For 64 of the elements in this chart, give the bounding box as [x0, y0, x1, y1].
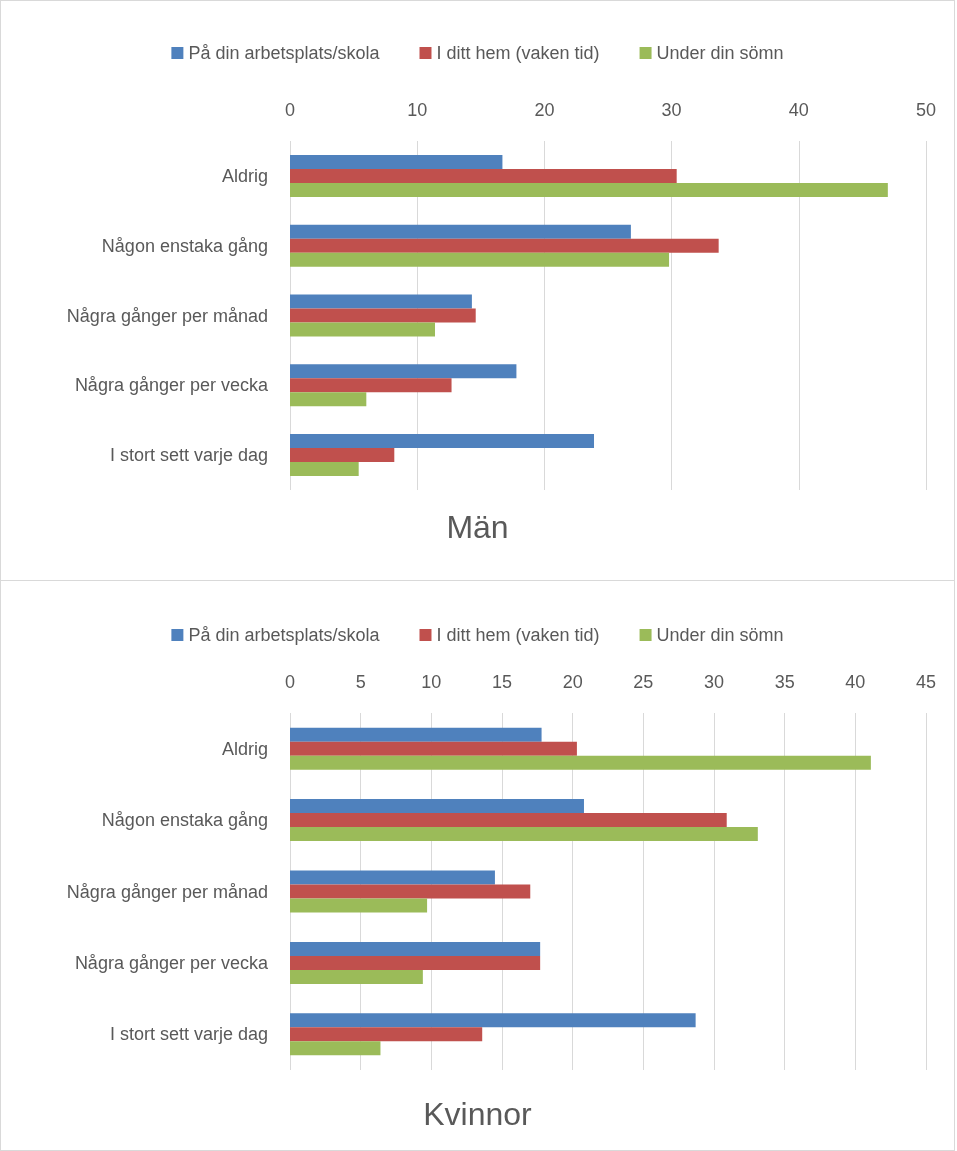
x-tick-label: 5	[355, 672, 366, 692]
y-tick-label: Några gånger per vecka	[74, 375, 269, 396]
bar	[290, 1027, 483, 1042]
bar	[290, 252, 670, 267]
bar	[290, 741, 577, 756]
x-tick-label: 0	[284, 100, 296, 120]
x-tick-label: 50	[915, 100, 937, 120]
bar	[290, 969, 423, 984]
bar	[290, 462, 359, 477]
y-tick-label: Någon enstaka gång	[101, 235, 268, 256]
legend-label: Under din sömn	[656, 43, 784, 63]
y-tick-label: Några gånger per månad	[66, 881, 268, 902]
x-tick-label: 35	[774, 672, 795, 692]
bar	[290, 799, 584, 814]
bar	[290, 1041, 381, 1056]
x-tick-label: 40	[788, 100, 809, 120]
bar	[290, 308, 476, 323]
bar	[290, 378, 452, 393]
bar	[290, 322, 436, 337]
x-tick-label: 10	[421, 672, 442, 692]
bar	[290, 813, 727, 828]
bar	[290, 168, 677, 183]
legend-label: På din arbetsplats/skola	[188, 625, 381, 645]
x-tick-label: 30	[703, 672, 725, 692]
legend-label: Under din sömn	[656, 625, 784, 645]
legend-label: I ditt hem (vaken tid)	[436, 625, 600, 645]
bar	[290, 755, 871, 770]
x-tick-label: 0	[284, 672, 296, 692]
bar	[290, 154, 503, 169]
bar	[290, 182, 888, 197]
bar	[290, 870, 495, 885]
y-tick-label: Några gånger per månad	[66, 305, 268, 326]
bar	[290, 434, 595, 449]
y-tick-label: Aldrig	[221, 738, 268, 759]
y-tick-label: I stort sett varje dag	[109, 1024, 268, 1045]
y-tick-label: I stort sett varje dag	[109, 445, 268, 466]
legend-label: I ditt hem (vaken tid)	[436, 43, 600, 63]
x-tick-label: 45	[915, 672, 937, 692]
bar	[290, 1013, 696, 1028]
bar	[290, 224, 631, 239]
x-tick-label: 40	[845, 672, 866, 692]
bar	[290, 392, 367, 407]
x-tick-label: 30	[661, 100, 682, 120]
y-tick-label: Någon enstaka gång	[101, 810, 268, 831]
text: Kvinnor	[423, 1096, 533, 1132]
bar	[290, 727, 542, 742]
x-tick-label: 20	[534, 100, 555, 120]
bar	[290, 955, 541, 970]
bar	[290, 827, 758, 842]
x-tick-label: 15	[491, 672, 513, 692]
bar	[290, 898, 428, 913]
bar	[290, 941, 541, 956]
bar	[290, 238, 719, 253]
bar	[290, 448, 395, 463]
x-tick-label: 10	[407, 100, 428, 120]
text: Män	[446, 509, 509, 545]
bar	[290, 364, 517, 379]
y-tick-label: Några gånger per vecka	[74, 952, 269, 973]
x-tick-label: 20	[562, 672, 583, 692]
legend-label: På din arbetsplats/skola	[188, 43, 381, 63]
bar	[290, 294, 472, 309]
x-tick-label: 25	[633, 672, 654, 692]
y-tick-label: Aldrig	[221, 165, 268, 186]
bar	[290, 884, 531, 899]
